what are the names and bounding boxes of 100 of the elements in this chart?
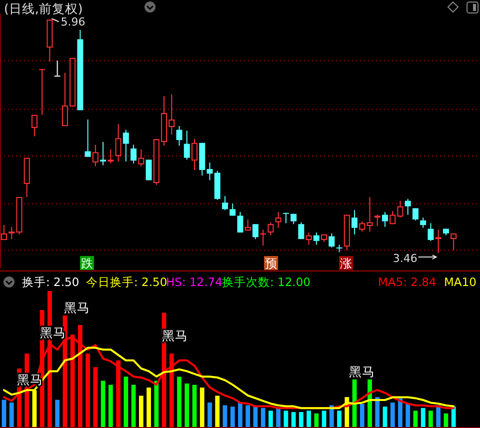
annotation: 3.46	[392, 252, 418, 266]
bar	[222, 405, 228, 427]
annotation: 涨	[340, 256, 352, 270]
bar	[108, 384, 113, 427]
candlestick	[352, 210, 358, 235]
candlestick	[92, 144, 98, 167]
text: 换手次数: 12.00	[222, 275, 310, 289]
candlestick	[359, 220, 366, 232]
candlestick	[390, 210, 396, 225]
bar	[192, 384, 197, 427]
candlestick	[420, 217, 426, 228]
candlestick	[184, 130, 190, 160]
bar	[368, 379, 372, 427]
bar	[2, 400, 6, 427]
bar	[276, 408, 281, 427]
bar	[360, 404, 364, 427]
candlestick	[84, 119, 91, 158]
candlestick	[115, 124, 122, 162]
candlestick	[122, 129, 129, 162]
candlestick	[237, 211, 244, 234]
bar	[200, 388, 204, 427]
bar	[184, 383, 190, 427]
bar	[260, 408, 266, 427]
bar	[375, 397, 380, 427]
candlestick	[450, 232, 457, 251]
bar	[306, 410, 311, 427]
chart-title: (日线,前复权)	[4, 1, 83, 16]
bar	[337, 410, 342, 427]
bar	[230, 406, 235, 427]
bar	[420, 408, 426, 427]
bar	[390, 402, 395, 427]
bar	[238, 402, 242, 427]
candlestick	[435, 229, 442, 254]
bar	[9, 402, 14, 427]
bar	[382, 406, 388, 427]
text: MA5: 2.84	[378, 275, 436, 289]
bar	[406, 404, 410, 427]
candlestick	[268, 222, 274, 236]
bar	[444, 413, 448, 427]
candlestick	[230, 203, 236, 216]
candlestick	[313, 232, 320, 246]
candlestick	[31, 114, 38, 137]
candlestick	[275, 211, 282, 228]
bar	[215, 396, 220, 427]
candlestick	[397, 200, 404, 218]
candlestick	[54, 60, 60, 77]
bar	[246, 405, 250, 427]
candlestick	[138, 148, 144, 167]
candlestick	[252, 224, 258, 240]
bar	[100, 380, 106, 427]
annotation: 黑马	[349, 364, 375, 379]
annotation: 5.96	[60, 16, 86, 29]
text: HS: 12.74	[166, 275, 222, 289]
annotation: 跌	[81, 256, 93, 270]
candlestick	[428, 222, 434, 242]
bar	[177, 376, 182, 427]
text: MA10	[444, 275, 476, 289]
candlestick	[260, 229, 266, 246]
candlestick	[328, 232, 335, 248]
candlestick	[298, 222, 304, 240]
bar	[138, 396, 144, 427]
candlestick	[306, 232, 312, 246]
annotation: 预	[265, 256, 277, 270]
bar	[322, 410, 326, 427]
bar	[413, 410, 418, 427]
bar	[208, 402, 212, 427]
bar	[131, 384, 136, 427]
annotation: 黑马	[64, 300, 90, 315]
bar	[291, 412, 296, 427]
bar	[451, 406, 456, 427]
candlestick	[39, 68, 46, 116]
candlestick	[374, 214, 380, 226]
text: 换手: 2.50	[22, 275, 80, 289]
bar	[298, 412, 304, 427]
bar	[93, 367, 98, 427]
candlestick	[222, 196, 228, 211]
candlestick	[192, 138, 198, 170]
candlestick	[130, 144, 137, 164]
bar	[314, 413, 319, 427]
candlestick	[382, 211, 388, 228]
bar	[86, 354, 90, 427]
candlestick	[176, 126, 182, 146]
candlestick	[62, 72, 68, 127]
candlestick	[404, 198, 411, 216]
candlestick	[168, 94, 175, 135]
candlestick	[366, 196, 373, 232]
candlestick	[100, 141, 106, 166]
candlestick	[1, 224, 7, 240]
candlestick	[108, 148, 114, 164]
bar	[55, 400, 60, 427]
bar	[398, 398, 402, 427]
candlestick	[8, 226, 15, 240]
bar	[268, 410, 273, 427]
candlestick	[206, 162, 213, 181]
text: 今日换手: 2.50	[86, 275, 168, 289]
bar	[284, 410, 288, 427]
bar	[146, 388, 151, 427]
bar	[154, 380, 159, 427]
bar	[428, 410, 433, 427]
bar	[124, 376, 128, 427]
